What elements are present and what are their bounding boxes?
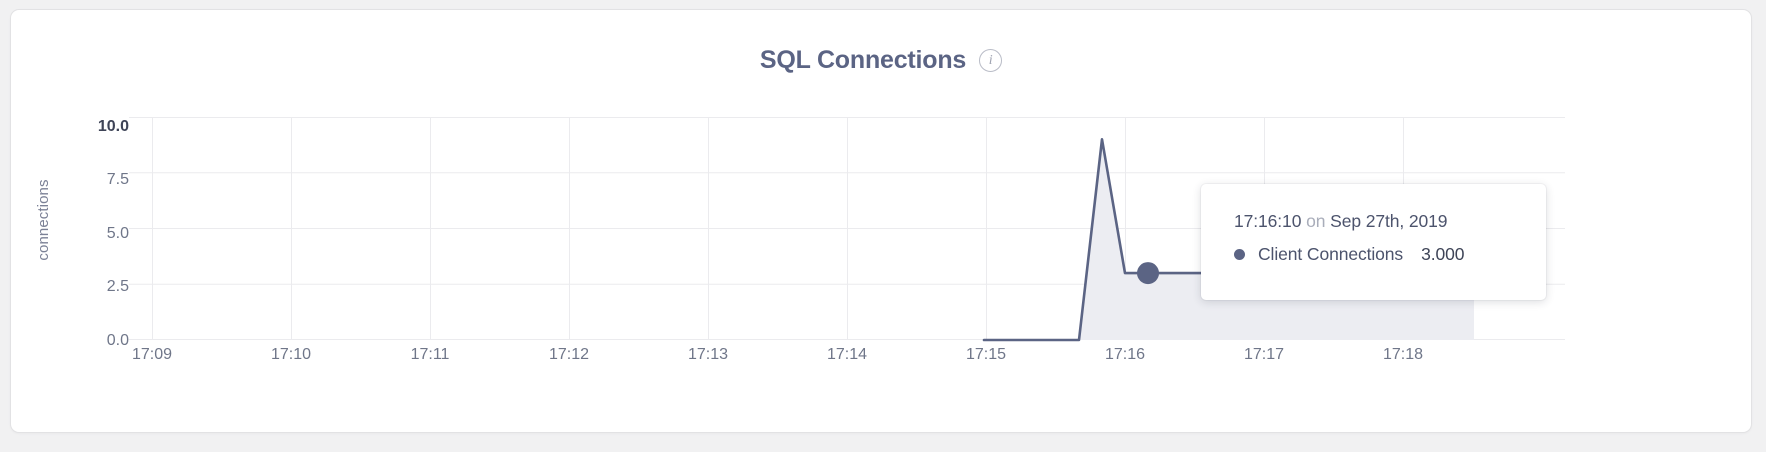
tooltip-connector: on <box>1306 211 1326 231</box>
sql-connections-card: SQL Connections i connections 10.0 7.5 5… <box>10 9 1752 433</box>
tooltip-time: 17:16:10 <box>1234 211 1302 231</box>
x-tick-label: 17:17 <box>1243 346 1285 363</box>
x-tick-label: 17:09 <box>131 346 173 363</box>
chart: connections 10.0 7.5 5.0 2.5 0.0 17:09 1… <box>11 10 1753 434</box>
x-tick-label: 17:18 <box>1382 346 1424 363</box>
page-title: SQL Connections <box>759 46 967 74</box>
series-dot-icon <box>1234 249 1245 260</box>
y-tick-label: 7.5 <box>106 171 129 188</box>
x-tick-label: 17:12 <box>548 346 590 363</box>
card-header: SQL Connections i <box>11 46 1751 75</box>
x-tick-label: 17:11 <box>410 346 450 363</box>
y-tick-label: 10.0 <box>97 118 129 135</box>
highlighted-data-point[interactable] <box>1137 262 1159 285</box>
x-tick-label: 17:16 <box>1104 346 1146 363</box>
y-tick-label: 5.0 <box>106 225 129 242</box>
y-tick-label: 2.5 <box>106 278 129 295</box>
tooltip-series-row: Client Connections 3.000 <box>1234 244 1546 265</box>
info-icon[interactable]: i <box>979 49 1003 72</box>
x-tick-label: 17:13 <box>687 346 729 363</box>
tooltip-series-value: 3.000 <box>1421 244 1465 264</box>
x-tick-label: 17:15 <box>965 346 1007 363</box>
x-tick-label: 17:14 <box>826 346 868 363</box>
x-tick-label: 17:10 <box>270 346 312 363</box>
tooltip-timestamp: 17:16:10 on Sep 27th, 2019 <box>1234 211 1546 232</box>
y-axis-ticks: 10.0 7.5 5.0 2.5 0.0 <box>11 10 129 434</box>
tooltip-series-label: Client Connections <box>1258 244 1404 264</box>
x-axis-ticks: 17:09 17:10 17:11 17:12 17:13 17:14 17:1… <box>11 346 1753 376</box>
tooltip-date: Sep 27th, 2019 <box>1330 211 1448 231</box>
y-tick-label: 0.0 <box>106 332 129 349</box>
chart-tooltip: 17:16:10 on Sep 27th, 2019 Client Connec… <box>1201 184 1546 300</box>
